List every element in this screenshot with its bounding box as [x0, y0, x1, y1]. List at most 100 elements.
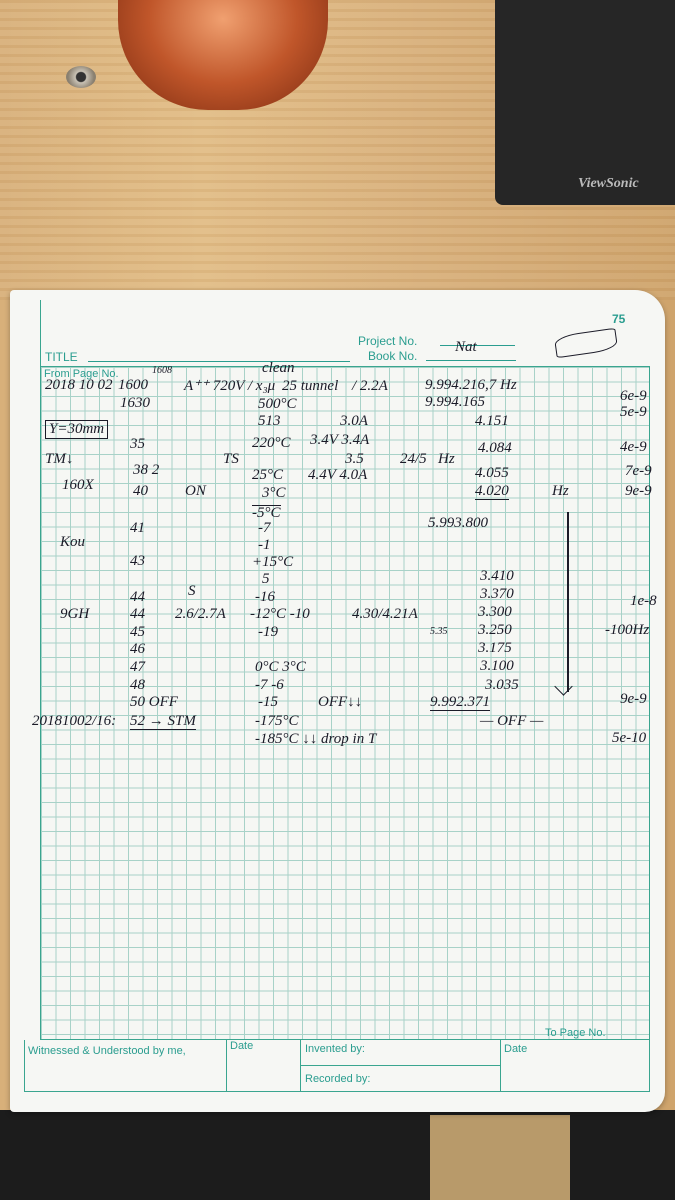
handwritten-note: 4.084: [478, 440, 512, 456]
handwritten-note: OFF↓↓: [318, 694, 363, 710]
handwritten-note: 41: [130, 520, 145, 536]
handwritten-note: -12°C -10: [250, 606, 310, 622]
book-no-label: Book No.: [368, 349, 418, 363]
recorded-by-label: Recorded by:: [305, 1073, 371, 1085]
handwritten-note: 9.994.165: [425, 394, 485, 410]
divider: [226, 1040, 227, 1092]
handwritten-note: 46: [130, 641, 145, 657]
handwritten-note: 38 2: [133, 462, 160, 478]
witnessed-label: Witnessed & Understood by me,: [28, 1045, 186, 1057]
handwritten-note: 25 tunnel: [282, 378, 339, 394]
handwritten-note: 513: [258, 413, 281, 429]
handwritten-note: 4.055: [475, 465, 509, 481]
signature-footer: [24, 1040, 650, 1092]
handwritten-note: 3.300: [478, 604, 512, 620]
invented-by-label: Invented by:: [305, 1043, 365, 1055]
handwritten-note: 9e-9: [620, 691, 647, 707]
handwritten-note: 3.100: [480, 658, 514, 674]
handwritten-note: 6e-9: [620, 388, 647, 404]
handwritten-note: -19: [258, 624, 278, 640]
handwritten-note: 160X: [62, 477, 94, 493]
handwritten-note: 20181002/16:: [32, 713, 117, 729]
metal-washer: [66, 66, 96, 88]
handwritten-note: -1: [258, 537, 271, 553]
handwritten-note: 3.410: [480, 568, 514, 584]
handwritten-note: 5.35: [430, 626, 448, 637]
handwritten-note: 2018 10 02: [45, 377, 113, 393]
handwritten-note: 0°C 3°C: [255, 659, 306, 675]
handwritten-note: 48: [130, 677, 145, 693]
handwritten-note: 1600: [118, 377, 148, 393]
cardboard-box: [430, 1115, 570, 1200]
handwritten-note: 7e-9: [625, 463, 652, 479]
handwritten-note: -7 -6: [255, 677, 284, 693]
handwritten-note: TM↓: [45, 451, 74, 467]
handwritten-note: +15°C: [252, 554, 294, 570]
date-label: Date: [504, 1043, 528, 1055]
handwritten-note: 5: [262, 571, 270, 587]
project-no-line: [440, 345, 515, 346]
handwritten-note: 43: [130, 553, 145, 569]
divider: [300, 1040, 301, 1092]
handwritten-note: Nat: [455, 339, 477, 355]
handwritten-note: 9.992.371: [430, 694, 490, 711]
margin-line: [40, 300, 41, 366]
handwritten-note: 24/5: [400, 451, 427, 467]
handwritten-note: 3.5: [345, 451, 364, 467]
handwritten-note: 44: [130, 606, 145, 622]
handwritten-note: 5e-9: [620, 404, 647, 420]
title-label: TITLE: [45, 350, 78, 364]
handwritten-note: — OFF —: [480, 713, 544, 729]
date-label: Date: [230, 1040, 254, 1052]
handwritten-note: -100Hz: [605, 622, 650, 638]
downward-arrow: [567, 512, 569, 692]
handwritten-note: 1630: [120, 395, 150, 411]
handwritten-note: -15: [258, 694, 278, 710]
title-line: [88, 361, 350, 362]
handwritten-note: 9e-9: [625, 483, 652, 499]
handwritten-note: 4.151: [475, 413, 509, 429]
grid-area: [40, 366, 650, 1040]
handwritten-note: 1608: [152, 365, 172, 376]
handwritten-note: 45: [130, 624, 145, 640]
handwritten-note: 3.035: [485, 677, 519, 693]
handwritten-note: S: [188, 583, 196, 599]
handwritten-note: 500°C: [258, 396, 297, 412]
handwritten-note: 4.020: [475, 483, 509, 500]
handwritten-note: 5.993.800: [428, 515, 488, 531]
handwritten-note: 220°C: [252, 435, 291, 451]
handwritten-note: 3°C: [262, 485, 286, 501]
handwritten-note: 25°C: [252, 467, 284, 483]
handwritten-note: 9.994.216,7 Hz: [425, 377, 517, 393]
handwritten-note: 50 OFF: [130, 694, 178, 710]
handwritten-note: 3.0A: [340, 413, 368, 429]
handwritten-note: 3.4V 3.4A: [310, 432, 370, 448]
handwritten-note: -16: [255, 589, 275, 605]
handwritten-note: 40: [133, 483, 148, 499]
handwritten-note: 9GH: [60, 606, 90, 622]
handwritten-note: / 2.2A: [352, 378, 388, 394]
handwritten-note: 1e-8: [630, 593, 657, 609]
handwritten-note: TS: [223, 451, 239, 467]
handwritten-note: 3.175: [478, 640, 512, 656]
handwritten-note: ON: [185, 483, 206, 499]
handwritten-note: 3.370: [480, 586, 514, 602]
handwritten-note: 35: [130, 436, 145, 452]
handwritten-note: 4e-9: [620, 439, 647, 455]
page-number: 75: [612, 312, 626, 326]
floor-shadow: [0, 1110, 675, 1200]
handwritten-note: Hz: [552, 483, 569, 499]
handwritten-note: A⁺⁺ 720V / x₃μ: [184, 378, 276, 394]
handwritten-note: Kou: [60, 534, 86, 550]
handwritten-note: 3.250: [478, 622, 512, 638]
handwritten-note: 4.30/4.21A: [352, 606, 418, 622]
handwritten-note: -7: [258, 520, 271, 536]
handwritten-note: -5°C: [252, 505, 281, 521]
monitor-brand-logo: ViewSonic: [578, 176, 639, 191]
project-no-label: Project No.: [358, 334, 418, 348]
handwritten-note: Hz: [438, 451, 455, 467]
handwritten-note: 52 → STM: [130, 713, 196, 730]
handwritten-note: clean: [262, 360, 295, 376]
handwritten-note: 5e-10: [612, 730, 647, 746]
handwritten-note: Y=30mm: [45, 420, 109, 439]
